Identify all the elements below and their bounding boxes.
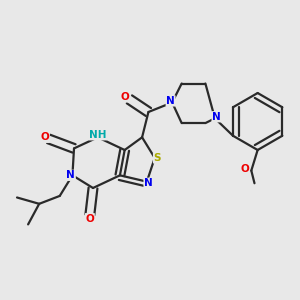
Text: O: O — [40, 132, 49, 142]
Text: N: N — [67, 170, 75, 180]
Text: N: N — [212, 112, 221, 122]
Text: O: O — [85, 214, 94, 224]
Text: N: N — [166, 96, 175, 106]
Text: NH: NH — [89, 130, 106, 140]
Text: O: O — [241, 164, 249, 174]
Text: O: O — [120, 92, 129, 102]
Text: S: S — [154, 153, 161, 163]
Text: N: N — [144, 178, 153, 188]
